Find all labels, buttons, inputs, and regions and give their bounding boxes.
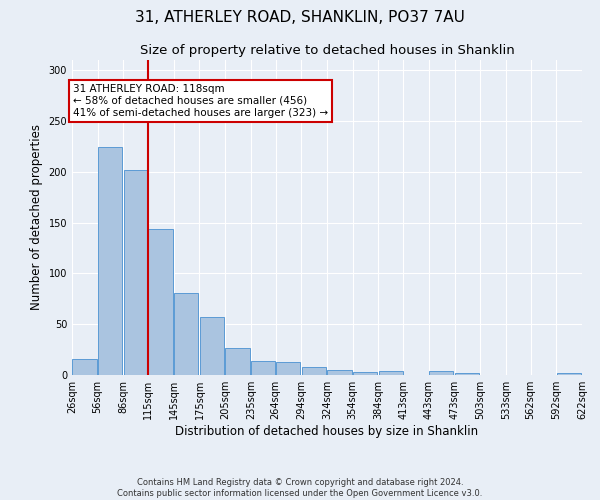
Bar: [72, 358, 97, 375]
Bar: [200, 317, 224, 375]
Bar: [148, 228, 173, 375]
Text: 31, ATHERLEY ROAD, SHANKLIN, PO37 7AU: 31, ATHERLEY ROAD, SHANKLIN, PO37 7AU: [135, 10, 465, 25]
Bar: [302, 367, 326, 375]
Title: Size of property relative to detached houses in Shanklin: Size of property relative to detached ho…: [140, 44, 514, 58]
Bar: [557, 373, 581, 375]
Bar: [353, 372, 377, 375]
Bar: [124, 170, 148, 375]
Bar: [327, 370, 352, 375]
Bar: [174, 292, 199, 375]
Bar: [98, 148, 122, 375]
Bar: [276, 362, 300, 375]
Bar: [455, 373, 479, 375]
Bar: [429, 371, 454, 375]
Text: Contains HM Land Registry data © Crown copyright and database right 2024.
Contai: Contains HM Land Registry data © Crown c…: [118, 478, 482, 498]
Bar: [379, 371, 403, 375]
Bar: [251, 361, 275, 375]
Bar: [226, 348, 250, 375]
X-axis label: Distribution of detached houses by size in Shanklin: Distribution of detached houses by size …: [175, 425, 479, 438]
Text: 31 ATHERLEY ROAD: 118sqm
← 58% of detached houses are smaller (456)
41% of semi-: 31 ATHERLEY ROAD: 118sqm ← 58% of detach…: [73, 84, 328, 117]
Y-axis label: Number of detached properties: Number of detached properties: [30, 124, 43, 310]
